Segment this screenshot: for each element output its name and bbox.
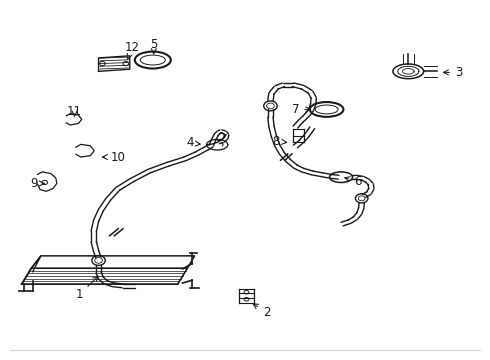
Circle shape: [92, 256, 105, 265]
Ellipse shape: [329, 172, 353, 183]
Text: 7: 7: [292, 103, 311, 116]
Text: 8: 8: [272, 135, 287, 148]
Text: 11: 11: [67, 105, 82, 118]
Text: 9: 9: [30, 177, 44, 190]
Text: 12: 12: [124, 41, 140, 60]
Text: 4: 4: [186, 136, 200, 149]
Text: 5: 5: [150, 38, 157, 54]
Text: 6: 6: [345, 175, 362, 188]
Text: 1: 1: [75, 276, 98, 301]
Circle shape: [355, 194, 368, 203]
Circle shape: [264, 101, 277, 111]
Text: 2: 2: [253, 304, 270, 319]
Text: 3: 3: [443, 66, 463, 79]
Text: 10: 10: [102, 150, 125, 163]
